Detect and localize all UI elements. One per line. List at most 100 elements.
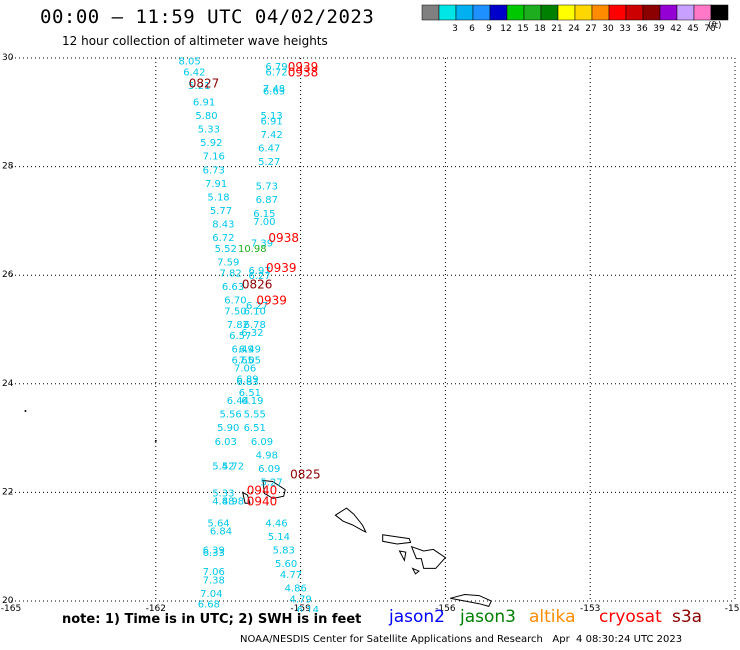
swh-label: 6.15 [253, 209, 275, 220]
swh-label: 6.03 [215, 437, 237, 448]
swh-label: 5.33 [212, 488, 234, 499]
swh-label: 5.80 [195, 111, 217, 122]
swh-label: 5.42 [212, 461, 234, 472]
swh-label: 8.05 [178, 57, 200, 68]
scale-tick-label: 36 [636, 24, 648, 34]
swh-label: 6.47 [258, 144, 280, 155]
swh-label: 6.32 [241, 328, 263, 339]
swh-label: 7.48 [263, 84, 285, 95]
scale-tick-label: 21 [551, 24, 562, 34]
swh-label: 7.39 [251, 239, 273, 250]
swh-label: 5.27 [258, 157, 280, 168]
x-tick-label: -162 [146, 604, 166, 612]
x-tick-label: -156 [435, 604, 456, 612]
pass-time-label: 0939 [256, 294, 287, 308]
swh-label: 7.42 [261, 130, 283, 141]
swh-label: 6.57 [229, 331, 251, 342]
swh-label: 4.98 [256, 450, 278, 461]
scale-tick-label: 39 [653, 24, 665, 34]
scale-tick-label: 15 [517, 24, 528, 34]
credit-line: NOAA/NESDIS Center for Satellite Applica… [240, 634, 683, 645]
swh-label: 6.70 [224, 296, 246, 307]
swh-label: 6.78 [244, 320, 266, 331]
swh-label: 6.27 [246, 301, 268, 312]
island-outline [398, 550, 407, 562]
swh-label: 6.63 [263, 87, 285, 98]
swh-label: 6.14 [297, 605, 319, 612]
y-tick-label: 30 [2, 53, 14, 63]
x-tick-label: -159 [290, 604, 311, 612]
swh-label: 6.27 [248, 271, 270, 282]
swh-label: 6.51 [239, 388, 261, 399]
island-outline [382, 534, 412, 545]
swh-label: 5.83 [273, 545, 295, 556]
scale-tick-label: 33 [619, 24, 630, 34]
pass-time-label: 0938 [268, 231, 299, 245]
swh-label: 7.05 [239, 355, 261, 366]
swh-label: 4.86 [285, 583, 307, 594]
swh-label: 6.89 [236, 374, 258, 385]
scale-tick-label: 45 [687, 24, 698, 34]
swh-label: 7.04 [200, 589, 222, 600]
swh-label: 7.82 [219, 268, 241, 279]
island-outline [241, 491, 251, 504]
swh-label: 5.92 [200, 138, 222, 149]
swh-label: 6.09 [251, 437, 273, 448]
swh-label: 5.18 [207, 192, 229, 203]
swh-label: 6.09 [258, 464, 280, 475]
swh-label: 5.13 [261, 111, 283, 122]
swh-label: 6.97 [248, 266, 270, 277]
swh-label: 7.38 [203, 575, 225, 586]
swh-label: 6.49 [239, 345, 261, 356]
pass-time-label: 0940 [247, 484, 278, 498]
swh-label: 6.84 [210, 526, 232, 537]
swh-label: 6.49 [232, 345, 254, 356]
scale-tick-label: 6 [469, 24, 475, 34]
swh-label: 5.77 [210, 206, 232, 217]
swh-label: 5.21 [188, 81, 210, 92]
pass-time-label: 0940 [247, 495, 278, 509]
pass-time-label: 0939 [266, 261, 297, 275]
swh-label: 6.72 [265, 68, 287, 79]
swh-label: 4.88 [212, 497, 234, 508]
swh-label: 6.91 [261, 116, 283, 127]
chart-subtitle: 12 hour collection of altimeter wave hei… [62, 34, 328, 48]
mission-s3a: s3a [672, 607, 703, 627]
swh-label: 6.33 [203, 548, 225, 559]
scale-tick-label: 18 [534, 24, 546, 34]
swh-label: 5.64 [207, 518, 229, 529]
y-tick-label: 20 [2, 596, 14, 606]
swh-label: 6.44 [227, 396, 249, 407]
y-tick-label: 22 [2, 487, 13, 497]
x-tick-label: -153 [580, 604, 600, 612]
swh-label: 6.91 [193, 97, 215, 108]
swh-label: 7.06 [234, 364, 256, 375]
swh-label: 5.56 [219, 410, 241, 421]
swh-label: 6.10 [244, 306, 266, 317]
data-dot [24, 409, 27, 412]
mission-jason3: jason3 [460, 607, 516, 627]
swh-label: 6.51 [244, 423, 266, 434]
scale-tick-label: 3 [452, 24, 458, 34]
scale-tick-label: 27 [585, 24, 596, 34]
wave-height-map: -165 -162 -159 -156 -153 -150 20 22 24 26 28 30 8.05… [1, 53, 740, 612]
scale-tick-label: 42 [670, 24, 681, 34]
pass-time-label: 0826 [242, 277, 273, 291]
swh-label: 6.68 [198, 600, 220, 611]
mission-jason2: jason2 [389, 607, 445, 627]
swh-label: 8.43 [212, 220, 234, 231]
swh-label: 10.98 [238, 244, 267, 255]
x-tick-label: -150 [725, 604, 740, 612]
swh-label: 5.33 [198, 125, 220, 136]
color-scale-legend: 3 6 9 12 15 18 21 24 27 30 33 36 39 42 45 70 [421, 4, 729, 34]
y-tick-label: 26 [2, 270, 14, 280]
scale-tick-label: 12 [500, 24, 511, 34]
swh-label: 5.72 [222, 461, 244, 472]
swh-label: 6.65 [232, 355, 254, 366]
swh-label: 7.82 [227, 320, 249, 331]
swh-label: 5.73 [256, 182, 278, 193]
scale-tick-label: 70 [704, 24, 716, 34]
pass-time-label: 0827 [189, 76, 220, 90]
swh-label: 4.79 [289, 594, 311, 605]
